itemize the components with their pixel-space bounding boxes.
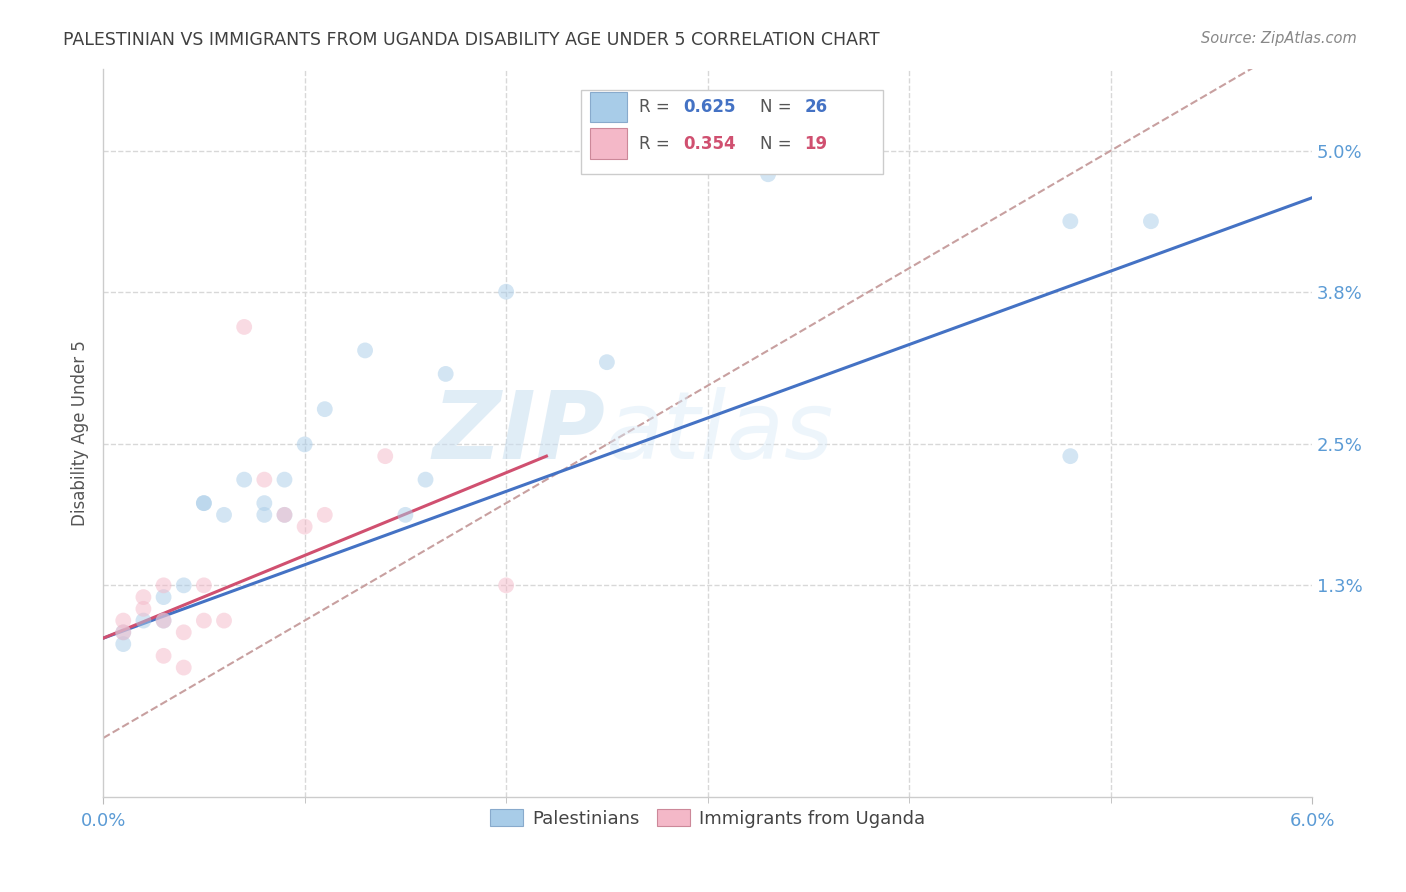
Point — [152, 614, 174, 628]
Point — [233, 320, 256, 334]
Point — [273, 473, 295, 487]
Text: 0.625: 0.625 — [683, 98, 735, 116]
Text: N =: N = — [759, 98, 797, 116]
Legend: Palestinians, Immigrants from Uganda: Palestinians, Immigrants from Uganda — [484, 802, 932, 835]
FancyBboxPatch shape — [591, 92, 627, 122]
Point — [596, 355, 619, 369]
Point — [253, 496, 276, 510]
Point — [415, 473, 437, 487]
Point — [273, 508, 295, 522]
Point — [152, 578, 174, 592]
Point — [112, 614, 135, 628]
Point — [374, 449, 396, 463]
Text: N =: N = — [759, 135, 797, 153]
Point — [193, 614, 215, 628]
Point — [394, 508, 416, 522]
Point — [132, 602, 155, 616]
Point — [314, 402, 336, 417]
Point — [294, 437, 316, 451]
Text: atlas: atlas — [605, 387, 834, 478]
Text: R =: R = — [638, 98, 675, 116]
Point — [193, 578, 215, 592]
Point — [132, 590, 155, 604]
Point — [495, 285, 517, 299]
Point — [152, 614, 174, 628]
Point — [253, 473, 276, 487]
Point — [152, 590, 174, 604]
Text: Source: ZipAtlas.com: Source: ZipAtlas.com — [1201, 31, 1357, 46]
Point — [112, 625, 135, 640]
Point — [212, 614, 235, 628]
FancyBboxPatch shape — [591, 128, 627, 159]
Point — [314, 508, 336, 522]
Point — [112, 625, 135, 640]
Point — [173, 660, 195, 674]
Point — [253, 508, 276, 522]
Point — [495, 578, 517, 592]
Point — [152, 648, 174, 663]
Point — [173, 578, 195, 592]
Point — [756, 167, 779, 181]
Point — [212, 508, 235, 522]
Text: 19: 19 — [804, 135, 828, 153]
Point — [173, 625, 195, 640]
Point — [193, 496, 215, 510]
FancyBboxPatch shape — [581, 90, 883, 174]
Point — [354, 343, 377, 358]
Point — [294, 519, 316, 533]
Point — [233, 473, 256, 487]
Point — [434, 367, 457, 381]
Y-axis label: Disability Age Under 5: Disability Age Under 5 — [72, 340, 89, 525]
Point — [112, 637, 135, 651]
Point — [132, 614, 155, 628]
Text: ZIP: ZIP — [432, 386, 605, 479]
Point — [1140, 214, 1163, 228]
Text: PALESTINIAN VS IMMIGRANTS FROM UGANDA DISABILITY AGE UNDER 5 CORRELATION CHART: PALESTINIAN VS IMMIGRANTS FROM UGANDA DI… — [63, 31, 880, 49]
Point — [193, 496, 215, 510]
Text: 0.354: 0.354 — [683, 135, 737, 153]
Text: R =: R = — [638, 135, 675, 153]
Text: 26: 26 — [804, 98, 828, 116]
Point — [273, 508, 295, 522]
Point — [1059, 449, 1081, 463]
Point — [1059, 214, 1081, 228]
